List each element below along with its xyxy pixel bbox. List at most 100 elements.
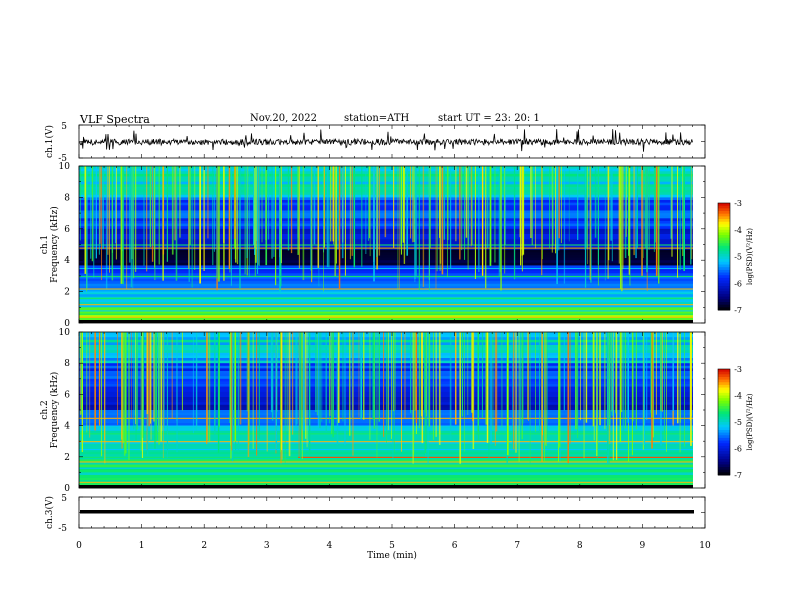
sferic-streak bbox=[334, 166, 337, 276]
sferic-streak bbox=[298, 332, 300, 458]
sferic-streak bbox=[217, 332, 220, 453]
sferic-streak bbox=[679, 166, 681, 271]
colorbar-segment bbox=[718, 472, 730, 476]
colorbar-segment bbox=[718, 411, 730, 415]
sferic-streak bbox=[336, 332, 339, 445]
sferic-streak bbox=[622, 166, 624, 269]
colorbar-segment bbox=[718, 400, 730, 404]
y-tick-label: 0 bbox=[64, 484, 70, 494]
y-tick-label: 2 bbox=[64, 453, 70, 463]
colorbar-segment bbox=[718, 440, 730, 444]
sferic-streak bbox=[281, 332, 283, 460]
sferic-streak bbox=[619, 332, 622, 443]
sferic-streak bbox=[490, 332, 492, 445]
sferic-streak bbox=[218, 166, 220, 282]
sferic-streak bbox=[660, 332, 662, 412]
sferic-streak bbox=[299, 332, 300, 432]
colorbar-segment bbox=[718, 437, 730, 442]
colorbar-tick-label: -5 bbox=[734, 253, 742, 262]
sferic-streak bbox=[358, 332, 360, 418]
colorbar-segment bbox=[718, 451, 730, 455]
sferic-streak bbox=[324, 166, 325, 241]
sferic-streak bbox=[596, 332, 598, 462]
colorbar-segment bbox=[718, 208, 730, 212]
sferic-streak bbox=[206, 332, 208, 444]
y-tick-label: 4 bbox=[64, 256, 70, 266]
sferic-streak bbox=[585, 332, 588, 423]
colorbar-label: log(PSD)(V²/Hz) bbox=[746, 228, 754, 285]
sferic-streak bbox=[115, 166, 117, 260]
sferic-streak bbox=[646, 166, 648, 273]
sferic-streak bbox=[628, 166, 629, 256]
sferic-streak bbox=[662, 332, 663, 412]
sferic-streak bbox=[624, 332, 627, 429]
spectrogram-band bbox=[79, 454, 693, 458]
sferic-streak bbox=[246, 166, 248, 259]
sferic-streak bbox=[237, 332, 240, 453]
sferic-streak bbox=[332, 166, 335, 242]
colorbar-segment bbox=[718, 392, 730, 396]
sferic-streak bbox=[522, 166, 525, 255]
sferic-streak bbox=[513, 166, 516, 280]
sferic-streak bbox=[449, 332, 452, 440]
sferic-streak bbox=[280, 332, 282, 464]
sferic-streak bbox=[141, 332, 144, 458]
sferic-streak bbox=[188, 166, 190, 269]
harmonic-line bbox=[79, 467, 693, 469]
sferic-streak bbox=[94, 332, 96, 431]
colorbar-segment bbox=[718, 307, 730, 311]
spectrogram-band bbox=[79, 352, 693, 356]
colorbar-segment bbox=[718, 382, 730, 386]
sferic-streak bbox=[135, 332, 137, 441]
sferic-streak bbox=[199, 166, 201, 284]
sferic-streak bbox=[461, 166, 463, 251]
sferic-streak bbox=[654, 166, 656, 243]
sferic-streak bbox=[230, 166, 232, 286]
sferic-streak bbox=[410, 332, 412, 414]
sferic-streak bbox=[593, 332, 595, 441]
sferic-streak bbox=[426, 332, 428, 450]
sferic-streak bbox=[594, 166, 597, 238]
spectrogram-band bbox=[79, 449, 693, 452]
sferic-streak bbox=[134, 332, 136, 416]
sferic-streak bbox=[174, 166, 176, 241]
sferic-streak bbox=[397, 166, 399, 290]
colorbar-segment bbox=[718, 469, 730, 473]
sferic-streak bbox=[160, 332, 162, 442]
sferic-streak bbox=[403, 166, 406, 264]
sferic-streak bbox=[152, 166, 154, 246]
sferic-streak bbox=[171, 166, 174, 255]
spectrogram-band bbox=[79, 286, 693, 290]
sferic-streak bbox=[203, 166, 205, 271]
sferic-streak bbox=[622, 332, 625, 436]
colorbar-segment bbox=[718, 224, 730, 228]
colorbar-segment bbox=[718, 248, 730, 252]
sferic-streak bbox=[530, 166, 532, 238]
sferic-streak bbox=[563, 332, 565, 411]
sferic-streak bbox=[253, 166, 255, 246]
spectrogram-band bbox=[79, 302, 693, 306]
harmonic-line bbox=[298, 456, 693, 458]
sferic-streak bbox=[124, 332, 127, 454]
sferic-streak bbox=[295, 332, 297, 429]
colorbar-segment bbox=[718, 403, 730, 407]
sferic-streak bbox=[515, 332, 517, 453]
y-tick-label: 2 bbox=[64, 288, 70, 298]
spectrogram-band bbox=[79, 433, 693, 437]
y-tick-label: 8 bbox=[64, 193, 70, 203]
sferic-streak bbox=[607, 332, 608, 456]
y-tick-label: -5 bbox=[58, 154, 67, 164]
sferic-streak bbox=[580, 332, 581, 421]
sferic-streak bbox=[401, 166, 403, 243]
sferic-streak bbox=[256, 166, 258, 241]
colorbar-segment bbox=[718, 424, 730, 428]
spectrogram-band bbox=[79, 270, 693, 274]
sferic-streak bbox=[471, 166, 473, 246]
sferic-streak bbox=[412, 166, 414, 243]
sferic-streak bbox=[607, 166, 609, 279]
sferic-streak bbox=[280, 332, 282, 452]
x-axis-label: Time (min) bbox=[367, 550, 417, 561]
sferic-streak bbox=[305, 332, 307, 439]
sferic-streak bbox=[311, 166, 313, 280]
colorbar-segment bbox=[718, 429, 730, 434]
